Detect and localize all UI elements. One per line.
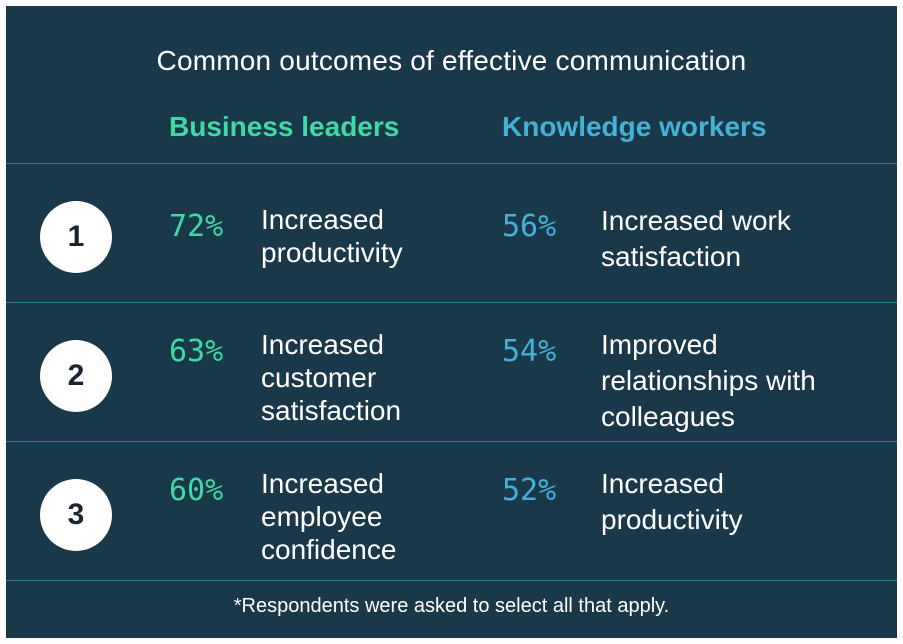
leaders-percent: 60% [169,473,224,508]
leaders-outcome: Increased customer satisfaction [261,329,402,426]
leaders-outcome: Increased productivity [261,204,403,268]
leaders-percent: 63% [169,334,224,369]
outcome-row-2: 2 63% Increased customer satisfaction 54… [6,302,897,441]
leaders-percent: 72% [169,209,224,244]
rank-badge: 3 [40,479,112,551]
footnote: *Respondents were asked to select all th… [233,595,670,617]
column-header-knowledge-workers: Knowledge workers [502,111,767,142]
workers-percent: 56% [502,209,557,244]
page-title: Common outcomes of effective communicati… [156,45,747,76]
outcome-row-3: 3 60% Increased employee confidence 52% … [6,441,897,580]
column-header-business-leaders: Business leaders [169,111,400,142]
outcome-row-1: 1 72% Increased productivity 56% Increas… [6,163,897,302]
workers-outcome: Increased work satisfaction [601,205,791,272]
footer-divider [6,580,897,581]
workers-outcome: Increased productivity [601,468,743,535]
outcomes-card: Common outcomes of effective communicati… [6,6,897,638]
leaders-outcome: Increased employee confidence [261,468,397,565]
workers-outcome: Improved relationships with colleagues [601,329,816,432]
workers-percent: 52% [502,473,557,508]
rank-badge: 2 [40,340,112,412]
rank-badge: 1 [40,201,112,273]
workers-percent: 54% [502,334,557,369]
